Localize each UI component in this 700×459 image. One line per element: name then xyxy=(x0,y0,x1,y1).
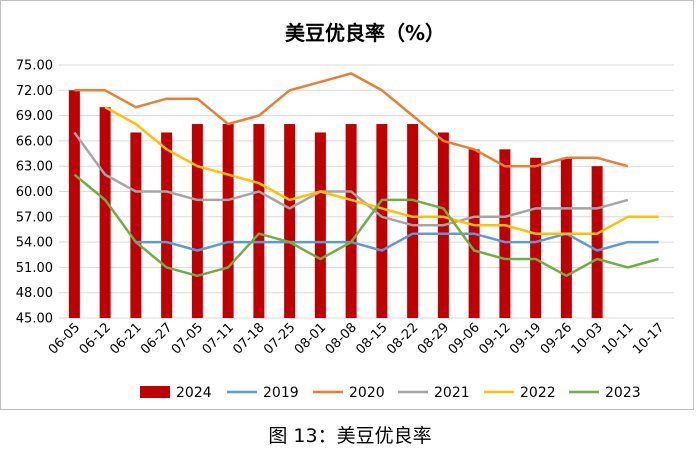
bar-2024 xyxy=(99,107,111,319)
bar-2024 xyxy=(284,124,296,319)
bar-2024 xyxy=(314,132,326,318)
line-2020 xyxy=(74,72,629,168)
legend-swatch xyxy=(140,386,170,398)
y-tick-label: 66.00 xyxy=(16,134,53,149)
line-2022 xyxy=(104,106,659,235)
y-tick-label: 75.00 xyxy=(16,59,53,74)
bar-2024 xyxy=(68,90,80,318)
bar-2024 xyxy=(591,166,603,318)
y-tick-label: 69.00 xyxy=(16,109,53,124)
y-tick-label: 63.00 xyxy=(16,160,53,175)
chart-frame: 美豆优良率（%） 75.00 72.00 69.00 66.00 63.00 60.00 5… xyxy=(0,0,694,410)
bar-2024 xyxy=(345,124,357,319)
legend-label: 2022 xyxy=(520,385,556,401)
legend-item-2022: 2022 xyxy=(484,385,556,401)
bar-2024 xyxy=(130,132,142,318)
y-tick-label: 60.00 xyxy=(16,185,53,200)
bar-2024 xyxy=(407,124,419,319)
y-tick-label: 57.00 xyxy=(16,210,53,225)
legend-label: 2020 xyxy=(349,385,385,401)
bar-series-2024 xyxy=(68,90,603,319)
bar-2024 xyxy=(499,149,511,318)
bar-2024 xyxy=(530,157,542,318)
chart-svg: 美豆优良率（%） 75.00 72.00 69.00 66.00 63.00 60.00 5… xyxy=(0,0,694,410)
line-2019 xyxy=(135,232,659,252)
bar-2024 xyxy=(222,124,234,319)
line-series xyxy=(73,72,659,278)
y-tick-label: 51.00 xyxy=(16,261,53,276)
legend: 2024 2019 2020 2021 2022 2023 xyxy=(140,385,641,401)
y-tick-label: 45.00 xyxy=(16,312,53,327)
bar-2024 xyxy=(560,157,572,318)
legend-label: 2019 xyxy=(263,385,299,401)
bar-2024 xyxy=(376,124,388,319)
legend-item-2019: 2019 xyxy=(227,385,299,401)
bar-2024 xyxy=(191,124,203,319)
line-2021 xyxy=(73,131,629,227)
line-2023 xyxy=(73,173,659,278)
chart-title: 美豆优良率（%） xyxy=(285,21,445,45)
figure-caption: 图 13：美豆优良率 xyxy=(268,425,432,447)
y-tick-label: 72.00 xyxy=(16,84,53,99)
bar-2024 xyxy=(161,132,173,318)
legend-label: 2023 xyxy=(605,385,641,401)
legend-item-2020: 2020 xyxy=(313,385,385,401)
y-tick-label: 48.00 xyxy=(16,286,53,301)
legend-item-2023: 2023 xyxy=(569,385,641,401)
y-axis-ticks: 75.00 72.00 69.00 66.00 63.00 60.00 57.00 54.00… xyxy=(16,59,53,327)
legend-label: 2021 xyxy=(434,385,470,401)
bar-2024 xyxy=(253,124,265,319)
legend-item-2024: 2024 xyxy=(140,385,212,401)
legend-label: 2024 xyxy=(176,385,212,401)
y-tick-label: 54.00 xyxy=(16,236,53,251)
legend-item-2021: 2021 xyxy=(398,385,470,401)
